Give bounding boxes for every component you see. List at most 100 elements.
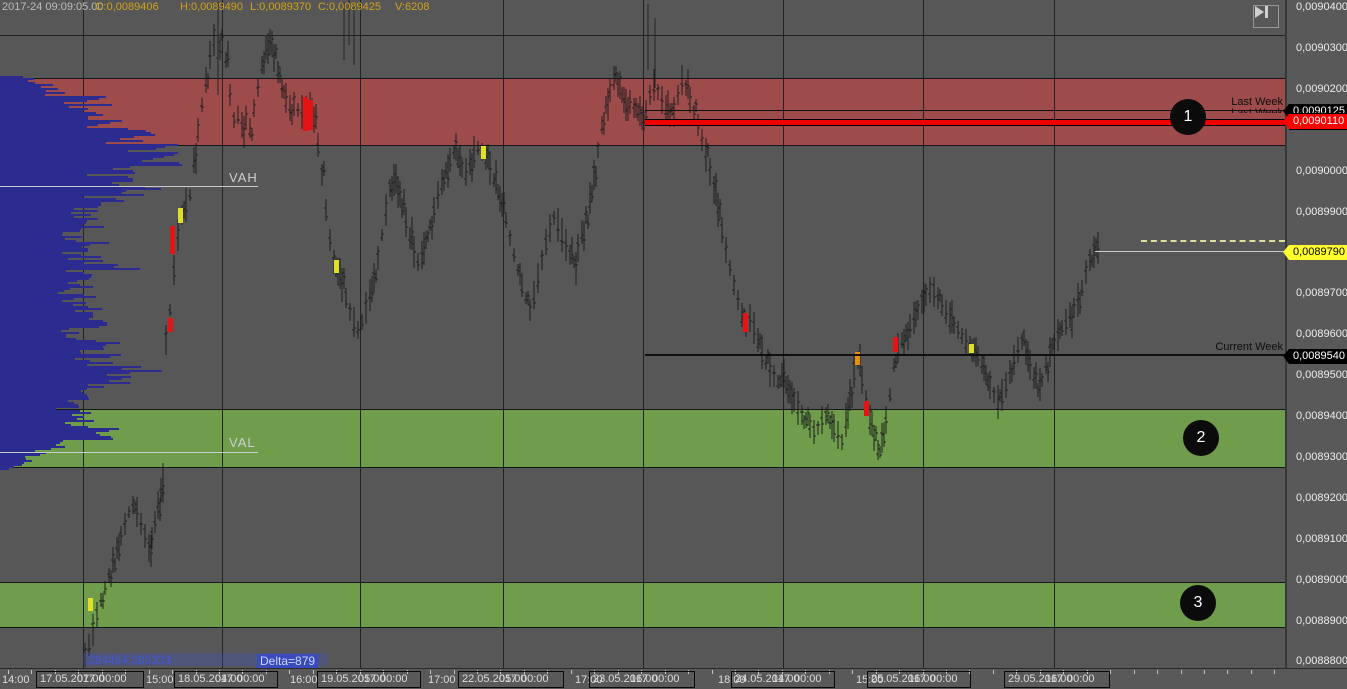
delta-badge: Delta=879 [257,654,319,668]
zone-3 [0,582,1285,628]
highlighted-bar [481,146,486,159]
time-tick [571,670,572,674]
time-axis[interactable]: 14:00 15:00 16:00 17:00 17:00 18:00 15:00 17.05… [0,668,1347,689]
time-tick [1157,670,1158,674]
time-tick [78,670,79,674]
time-label: 17:00 [428,674,456,686]
volume-readout: 284454 285333 [88,653,172,667]
time-tick [782,670,783,674]
annotation-marker-1[interactable]: 1 [1170,99,1206,135]
highlighted-bar [743,313,748,332]
chart-plot-area[interactable]: VAH VAL Last Week Last Week Current Week… [0,0,1285,668]
session-time-text: 05:00 [358,673,386,685]
time-tick [430,670,431,674]
current-week-line [645,354,1285,356]
horizontal-gridline [0,35,1285,36]
vah-line [0,186,258,187]
time-tick [477,670,478,674]
date-text: 22.05.2017 [462,673,518,685]
date-session-label: 23.05.2017 16:00 00:00 [589,671,695,688]
date-text: 23.05.2017 [593,673,649,685]
time-tick [829,670,830,674]
highlighted-bar [855,352,860,365]
time-label: 15:00 [856,674,884,686]
highlighted-bar [308,100,313,130]
time-tick [55,670,56,674]
highlighted-bar [170,226,175,254]
time-tick [618,670,619,674]
midnight-time-text: 00:00 [1067,673,1095,685]
time-tick [1087,670,1088,674]
time-tick [1040,670,1041,674]
price-axis-label: 0,0089900 [1296,206,1347,218]
time-tick [946,670,947,674]
price-axis-label: 0,0090400 [1296,1,1347,13]
price-axis-label: 0,0088800 [1296,655,1347,667]
annotation-marker-2[interactable]: 2 [1183,420,1219,456]
time-tick [1274,670,1275,674]
go-to-last-bar-button[interactable] [1253,5,1279,28]
time-tick [712,670,713,674]
time-tick [31,670,32,674]
annotation-marker-3[interactable]: 3 [1180,585,1216,621]
price-axis-label: 0,0089500 [1296,369,1347,381]
date-text: 17.05.2017 [40,673,96,685]
midnight-time-text: 00:00 [380,673,408,685]
vertical-gridline [83,0,84,668]
time-tick [758,670,759,674]
date-text: 29.05.2017 [1008,673,1064,685]
time-tick [454,670,455,674]
price-axis-label: 0,0089600 [1296,328,1347,340]
time-tick [149,670,150,674]
session-time-text: 16:00 [908,673,936,685]
time-tick [1227,670,1228,674]
date-session-label: 17.05.2017 07:00 00:00 [36,671,144,688]
time-tick [125,670,126,674]
session-time-text: 16:00 [1045,673,1073,685]
ohlc-open: O:0,0089406 [95,1,159,13]
time-tick [8,670,9,674]
ohlc-close: C:0,0089425 [318,1,381,13]
vertical-gridline [643,0,644,668]
price-tag-yellow: 0,0089790 [1283,245,1347,260]
price-axis-label: 0,0090200 [1296,83,1347,95]
last-week-label-overlap: Last Week [1231,107,1283,113]
time-tick [594,670,595,674]
val-line [0,452,258,453]
time-tick [383,670,384,674]
time-tick [289,670,290,674]
date-text: 18.05.2017 [178,673,234,685]
highlighted-bar [893,337,898,352]
highlighted-bar [168,318,173,332]
price-bars-layer [83,0,1100,667]
time-tick [1063,670,1064,674]
price-tag-red: 0,0090110 [1283,113,1347,130]
date-session-label: 19.05.2017 05:00 00:00 [317,671,421,688]
vertical-gridline [783,0,784,668]
time-label: 17:00 [575,674,603,686]
time-tick [266,670,267,674]
time-tick [969,670,970,674]
time-tick [242,670,243,674]
date-text: 19.05.2017 [321,673,377,685]
time-tick [876,670,877,674]
price-tag-black: 0,0089540 [1283,349,1347,364]
time-tick [360,670,361,674]
price-axis[interactable]: 0,0090400 0,0090300 0,0090200 0,0090000 0,00… [1283,0,1347,689]
time-tick [196,670,197,674]
time-tick [852,670,853,674]
date-text: 24.05.2017 [735,673,791,685]
time-label: 16:00 [290,674,318,686]
bar-info-text: 2017-24 09:09:05.00 [2,1,104,13]
highlighted-bar [334,260,339,273]
time-tick [899,670,900,674]
ohlc-low: L:0,0089370 [250,1,312,13]
date-session-label: 25.05.2017 16:00 00:00 [867,671,971,688]
last-week-label: Last Week [1231,96,1283,108]
highlighted-bar [303,97,308,131]
time-tick [1134,670,1135,674]
midnight-time-text: 00:00 [930,673,958,685]
time-tick [1110,670,1111,674]
session-time-text: 14:00 [772,673,800,685]
last-price-line [1095,251,1285,252]
